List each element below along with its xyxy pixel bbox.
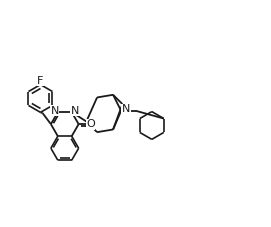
Text: F: F	[37, 76, 44, 86]
Text: N: N	[71, 106, 79, 116]
Text: N: N	[122, 104, 130, 114]
Text: O: O	[86, 119, 95, 129]
Text: N: N	[50, 106, 59, 116]
